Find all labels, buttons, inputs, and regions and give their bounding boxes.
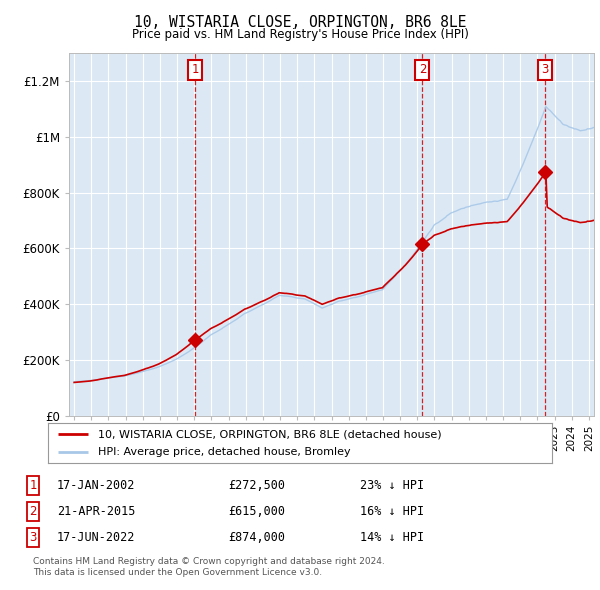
Text: 1: 1 <box>29 479 37 492</box>
Text: 10, WISTARIA CLOSE, ORPINGTON, BR6 8LE (detached house): 10, WISTARIA CLOSE, ORPINGTON, BR6 8LE (… <box>98 430 442 440</box>
Text: Contains HM Land Registry data © Crown copyright and database right 2024.: Contains HM Land Registry data © Crown c… <box>33 558 385 566</box>
Text: 3: 3 <box>29 531 37 544</box>
Text: £615,000: £615,000 <box>228 505 285 518</box>
Text: £874,000: £874,000 <box>228 531 285 544</box>
Text: 1: 1 <box>191 63 199 76</box>
Text: 3: 3 <box>542 63 549 76</box>
Text: This data is licensed under the Open Government Licence v3.0.: This data is licensed under the Open Gov… <box>33 568 322 577</box>
Text: 23% ↓ HPI: 23% ↓ HPI <box>360 479 424 492</box>
Text: Price paid vs. HM Land Registry's House Price Index (HPI): Price paid vs. HM Land Registry's House … <box>131 28 469 41</box>
Text: 10, WISTARIA CLOSE, ORPINGTON, BR6 8LE: 10, WISTARIA CLOSE, ORPINGTON, BR6 8LE <box>134 15 466 30</box>
Text: 21-APR-2015: 21-APR-2015 <box>57 505 136 518</box>
Text: £272,500: £272,500 <box>228 479 285 492</box>
Text: 2: 2 <box>29 505 37 518</box>
Text: 17-JUN-2022: 17-JUN-2022 <box>57 531 136 544</box>
Text: 2: 2 <box>419 63 426 76</box>
Text: HPI: Average price, detached house, Bromley: HPI: Average price, detached house, Brom… <box>98 447 351 457</box>
Text: 14% ↓ HPI: 14% ↓ HPI <box>360 531 424 544</box>
Text: 17-JAN-2002: 17-JAN-2002 <box>57 479 136 492</box>
Text: 16% ↓ HPI: 16% ↓ HPI <box>360 505 424 518</box>
